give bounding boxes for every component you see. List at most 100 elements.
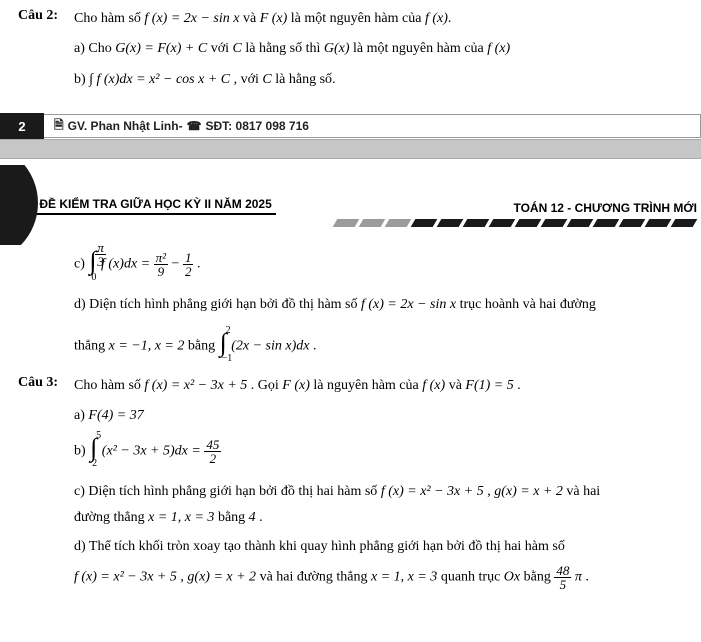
q2-part-a: a) Cho G(x) = F(x) + C với C là hằng số …: [74, 38, 683, 60]
page-gap: [0, 139, 701, 159]
q2-label: Câu 2:: [18, 8, 74, 30]
math: f (x): [425, 11, 448, 26]
integrand: (x² − 3x + 5)dx =: [102, 443, 205, 458]
q2-body: Cho hàm số f (x) = 2x − sin x và F (x) l…: [74, 8, 683, 30]
text: với: [211, 41, 233, 56]
stripe: [489, 219, 516, 227]
text: và hai đường thẳng: [260, 570, 371, 585]
text: d) Diện tích hình phẳng giới hạn bởi đồ …: [74, 297, 361, 312]
footer-text: 🗎 GV. Phan Nhật Linh - ☎ SĐT: 0817 098 7…: [44, 114, 701, 138]
text: bằng: [524, 570, 555, 585]
q3-part-d-line1: d) Thể tích khối tròn xoay tạo thành khi…: [74, 536, 687, 558]
fraction: 452: [204, 438, 221, 465]
stripe: [515, 219, 542, 227]
page2-content: c) π3 ∫ 0 f (x)dx = π²9 − 12 . d) Diện t…: [0, 237, 701, 591]
phone-number: SĐT: 0817 098 716: [206, 119, 309, 133]
exam-title: BỘ ĐỀ KIỂM TRA GIỮA HỌC KỲ II NĂM 2025: [18, 197, 276, 215]
header-stripes: [0, 219, 697, 229]
text: thẳng: [74, 338, 109, 353]
math: C: [233, 41, 242, 56]
q3-body: Cho hàm số f (x) = x² − 3x + 5 . Gọi F (…: [74, 375, 687, 397]
text: là nguyên hàm của: [313, 378, 422, 393]
q2-part-d-line2: thẳng x = −1, x = 2 bằng 2 ∫ −1 (2x − si…: [74, 333, 687, 359]
stripe: [671, 219, 698, 227]
text: trục hoành và hai đường: [460, 297, 596, 312]
text: c) Diện tích hình phẳng giới hạn bởi đồ …: [74, 484, 381, 499]
text: d) Thể tích khối tròn xoay tạo thành khi…: [74, 539, 565, 554]
math: x = 1, x = 3: [371, 570, 437, 585]
question-2: Câu 2: Cho hàm số f (x) = 2x − sin x và …: [18, 8, 683, 30]
math: F (x): [260, 11, 288, 26]
stripe: [333, 219, 360, 227]
value: 4: [249, 510, 256, 525]
prefix: a): [74, 408, 88, 423]
subject-title: TOÁN 12 - CHƯƠNG TRÌNH MỚI: [513, 201, 697, 215]
fraction: π²9: [154, 251, 168, 278]
dot: .: [585, 570, 589, 585]
lower-limit: 0: [91, 270, 96, 286]
math: G(x) = F(x) + C: [115, 41, 207, 56]
dot: .: [517, 378, 521, 393]
q3-part-d-line2: f (x) = x² − 3x + 5 , g(x) = x + 2 và ha…: [74, 564, 687, 591]
math: f (x): [422, 378, 445, 393]
page1-content: Câu 2: Cho hàm số f (x) = 2x − sin x và …: [0, 0, 701, 103]
text: và: [449, 378, 466, 393]
q3-part-b: b) 5 ∫ 2 (x² − 3x + 5)dx = 452: [74, 438, 687, 465]
math: C: [262, 72, 271, 87]
q3-part-c-line1: c) Diện tích hình phẳng giới hạn bởi đồ …: [74, 481, 687, 503]
minus: −: [172, 257, 183, 272]
math: F (x): [282, 378, 310, 393]
question-3: Câu 3: Cho hàm số f (x) = x² − 3x + 5 . …: [18, 375, 687, 397]
q3-label: Câu 3:: [18, 375, 74, 397]
fraction: 485: [554, 564, 571, 591]
q3-part-a: a) F(4) = 37: [74, 405, 687, 427]
math: f (x) = 2x − sin x: [144, 11, 239, 26]
stripe: [385, 219, 412, 227]
q3-part-c-line2: đường thẳng x = 1, x = 3 bằng 4 .: [74, 507, 687, 529]
page2: BỘ ĐỀ KIỂM TRA GIỮA HỌC KỲ II NĂM 2025 T…: [0, 159, 701, 591]
text: bằng: [218, 510, 249, 525]
dot: .: [313, 338, 317, 353]
text: và hai: [566, 484, 600, 499]
stripe: [541, 219, 568, 227]
stripe: [359, 219, 386, 227]
lower-limit: −1: [222, 351, 233, 367]
text: . Gọi: [251, 378, 283, 393]
page-footer: 2 🗎 GV. Phan Nhật Linh - ☎ SĐT: 0817 098…: [0, 113, 701, 139]
text: là hằng số.: [275, 72, 335, 87]
stripe: [619, 219, 646, 227]
text: là hằng số thì: [245, 41, 324, 56]
prefix: c): [74, 257, 88, 272]
stripe: [645, 219, 672, 227]
stripe: [593, 219, 620, 227]
math: g(x) = x + 2: [494, 484, 563, 499]
text: là một nguyên hàm của: [353, 41, 487, 56]
integrand: f (x)dx =: [101, 257, 154, 272]
phone-icon: ☎: [187, 119, 202, 133]
integral: 5 ∫ 2: [90, 438, 97, 464]
q2-part-d-line1: d) Diện tích hình phẳng giới hạn bởi đồ …: [74, 294, 687, 316]
math: f (x) = x² − 3x + 5: [381, 484, 484, 499]
corner-decoration: [0, 165, 44, 245]
upper-limit: 2: [226, 323, 231, 339]
text: Cho hàm số: [74, 378, 144, 393]
fraction: 12: [183, 251, 194, 278]
math: x = 1, x = 3: [148, 510, 214, 525]
dot: .: [197, 257, 201, 272]
math: F(4) = 37: [88, 408, 143, 423]
math: G(x): [324, 41, 350, 56]
math: ∫ f (x)dx = x² − cos x + C: [89, 72, 230, 87]
lower-limit: 2: [92, 456, 97, 472]
document-icon: 🗎: [54, 116, 64, 137]
stripe: [411, 219, 438, 227]
prefix: b): [74, 443, 89, 458]
math: f (x) = 2x − sin x: [361, 297, 456, 312]
q2-part-b: b) ∫ f (x)dx = x² − cos x + C , với C là…: [74, 69, 683, 91]
q2-part-c: c) π3 ∫ 0 f (x)dx = π²9 − 12 .: [74, 251, 687, 278]
separator: -: [179, 119, 183, 133]
math: F(1) = 5: [465, 378, 513, 393]
page-number: 2: [0, 113, 44, 139]
math: f (x) = x² − 3x + 5: [144, 378, 247, 393]
text: bằng: [188, 338, 219, 353]
text: Cho hàm số: [74, 11, 144, 26]
